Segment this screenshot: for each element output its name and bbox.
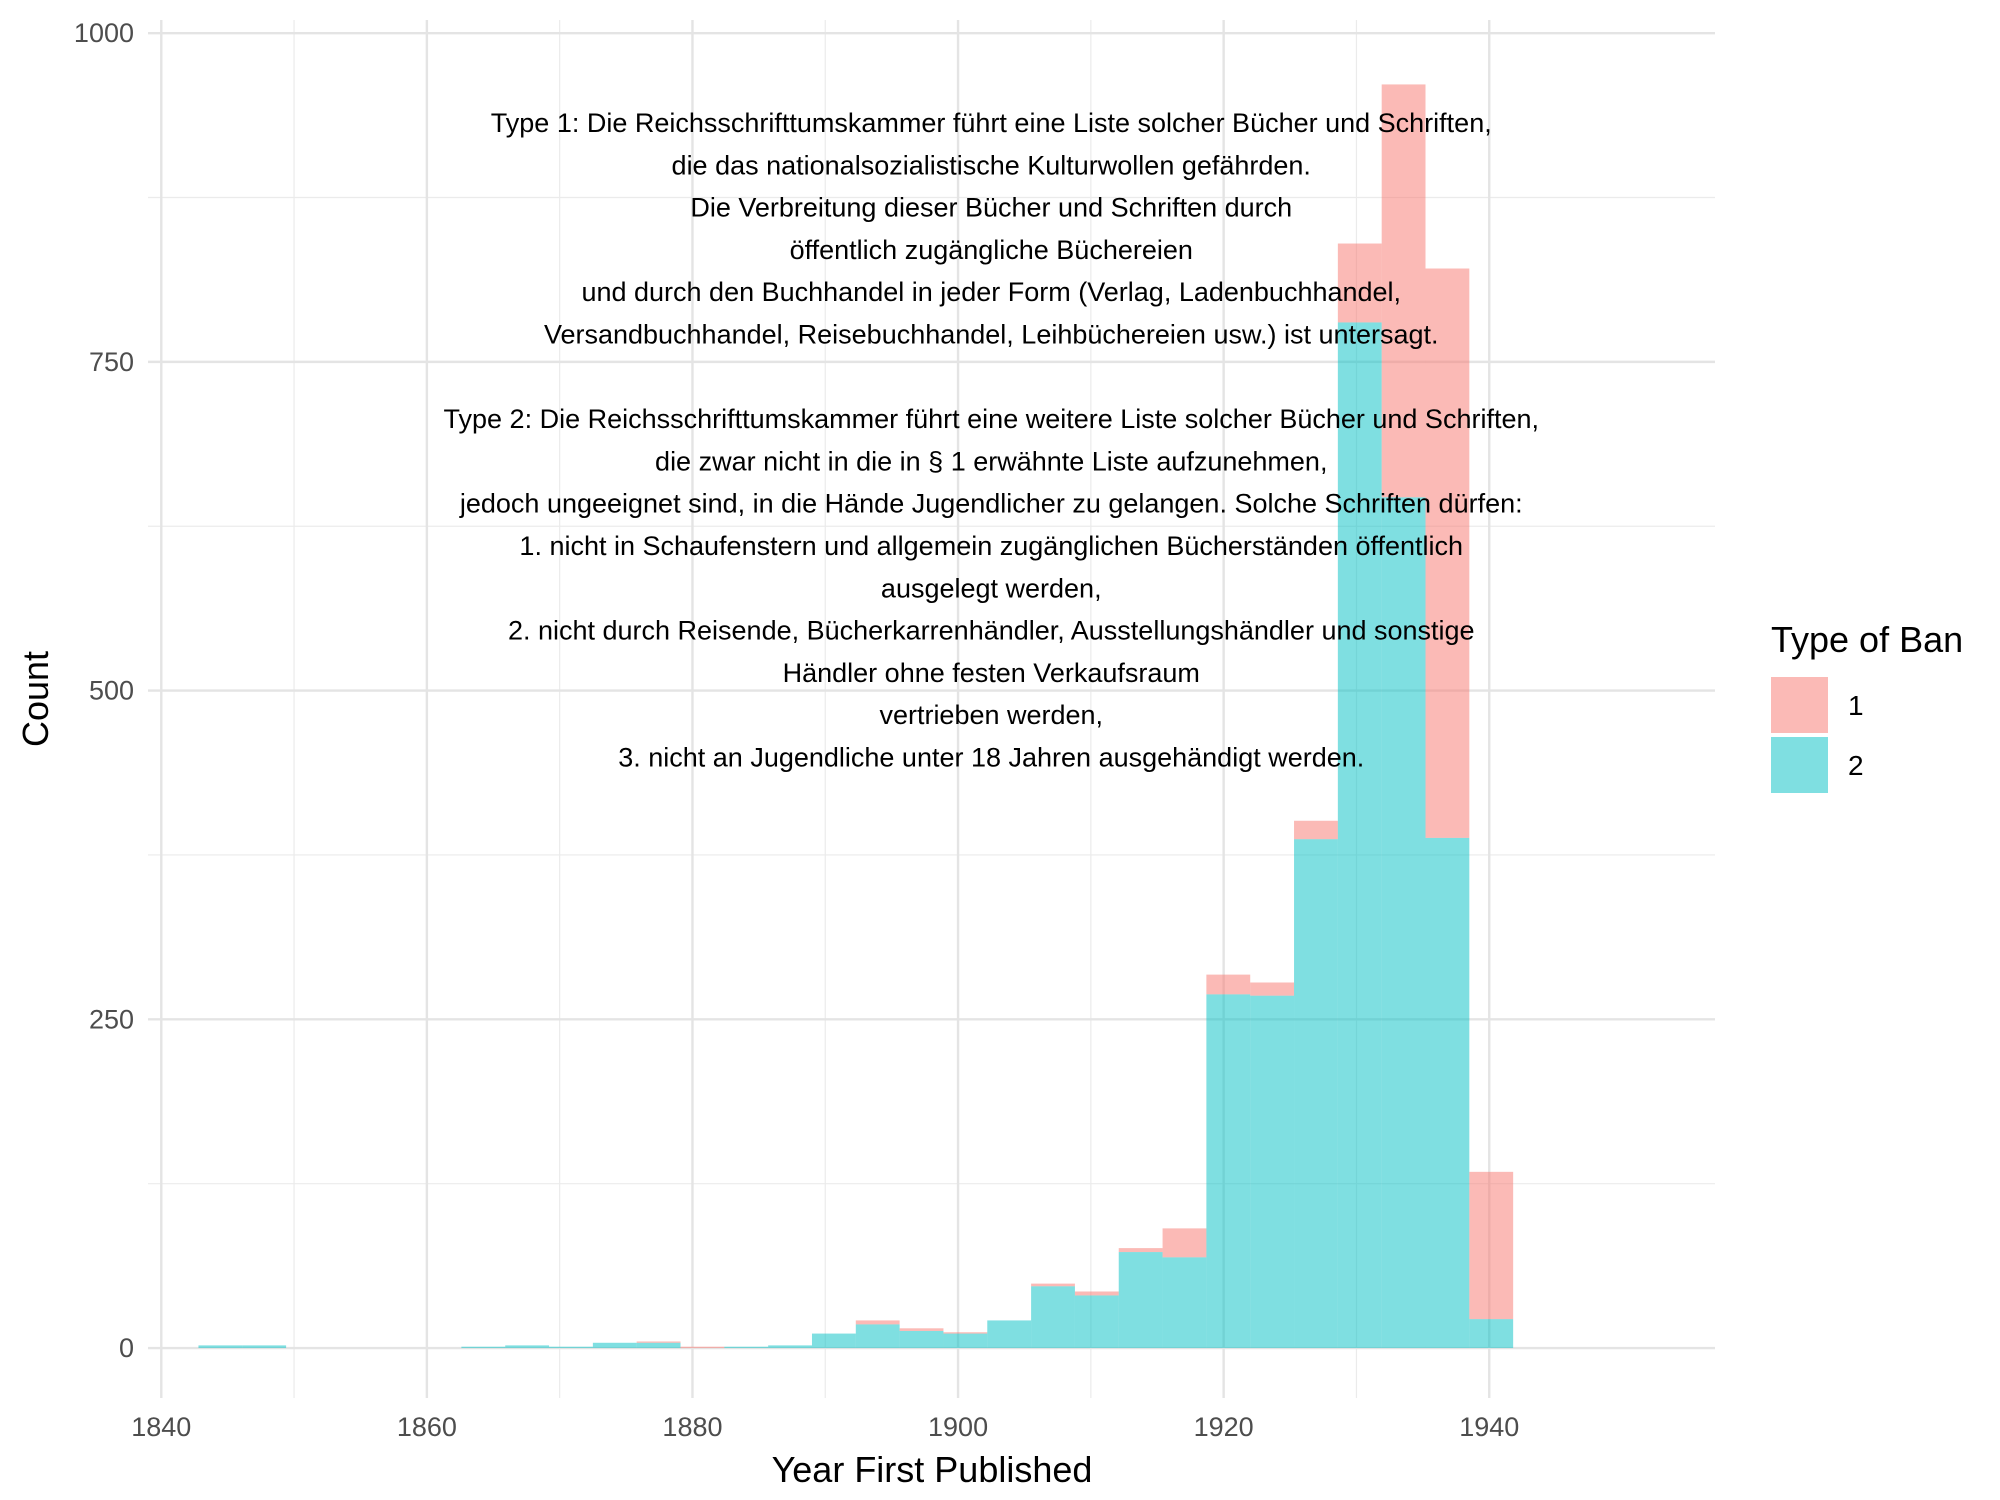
bar-type-2: [1294, 839, 1338, 1349]
annotation-line: Händler ohne festen Verkaufsraum: [783, 658, 1200, 688]
annotation-line: Type 1: Die Reichsschrifttumskammer führ…: [491, 108, 1492, 138]
x-tick-label: 1840: [131, 1412, 191, 1442]
x-tick-label: 1940: [1459, 1412, 1519, 1442]
annotation-line: Versandbuchhandel, Reisebuchhandel, Leih…: [544, 319, 1439, 349]
annotation-line: ausgelegt werden,: [881, 573, 1102, 603]
legend-swatch-2: [1771, 737, 1828, 793]
ban-annotation-text: Type 1: Die Reichsschrifttumskammer führ…: [444, 108, 1539, 773]
bar-type-1: [1294, 820, 1338, 840]
bar-type-2: [1337, 322, 1382, 1349]
bar-type-1: [855, 1320, 900, 1325]
bar-type-2: [1031, 1286, 1075, 1349]
bar-type-1: [1337, 243, 1382, 323]
bar-type-2: [461, 1346, 506, 1349]
axis-ticks: 1840 1860 1880 1900 1920 1940 0 250 500 750 1000: [74, 18, 1519, 1442]
bar-type-2: [943, 1333, 988, 1349]
bar-type-2: [1162, 1257, 1207, 1349]
bar-type-1: [636, 1341, 681, 1343]
bar-type-2: [987, 1320, 1032, 1349]
bar-type-2: [592, 1342, 637, 1349]
annotation-line: 2. nicht durch Reisende, Bücherkarrenhän…: [508, 616, 1475, 646]
bar-type-2: [724, 1346, 769, 1349]
annotation-line: die zwar nicht in die in § 1 erwähnte Li…: [655, 446, 1327, 476]
y-tick-label: 500: [89, 676, 134, 706]
bar-type-1: [1206, 974, 1251, 995]
bar-type-2: [1469, 1319, 1514, 1349]
bar-type-1: [1162, 1228, 1207, 1258]
y-tick-label: 1000: [74, 18, 134, 48]
bar-type-1: [943, 1332, 988, 1334]
bar-type-2: [198, 1345, 243, 1349]
annotation-line: 3. nicht an Jugendliche unter 18 Jahren …: [618, 742, 1364, 772]
legend: Type of Ban 1 2: [1771, 619, 1963, 793]
bar-type-2: [549, 1346, 593, 1349]
legend-label-2: 2: [1848, 750, 1864, 781]
y-axis-title: Count: [15, 651, 56, 747]
annotation-line: die das nationalsozialistische Kulturwol…: [672, 150, 1311, 180]
x-tick-label: 1900: [928, 1412, 988, 1442]
bar-type-1: [1118, 1248, 1163, 1253]
x-tick-label: 1920: [1194, 1412, 1254, 1442]
x-tick-label: 1860: [397, 1412, 457, 1442]
bar-type-1: [1381, 84, 1426, 498]
annotation-line: Type 2: Die Reichsschrifttumskammer führ…: [444, 404, 1539, 434]
annotation-line: vertrieben werden,: [879, 700, 1103, 730]
bar-type-2: [768, 1345, 812, 1349]
annotation-line: 1. nicht in Schaufenstern und allgemein …: [519, 531, 1463, 561]
bar-type-2: [1425, 837, 1470, 1349]
bar-type-1: [899, 1328, 944, 1331]
y-tick-label: 0: [119, 1333, 134, 1363]
bar-type-1: [1425, 268, 1470, 838]
bar-type-2: [505, 1345, 550, 1349]
bar-type-2: [811, 1333, 856, 1349]
y-tick-label: 250: [89, 1004, 134, 1034]
x-axis-title: Year First Published: [772, 1449, 1093, 1490]
bar-type-2: [1250, 995, 1295, 1349]
bar-type-2: [899, 1330, 944, 1349]
legend-title: Type of Ban: [1771, 619, 1963, 660]
bar-type-2: [1206, 994, 1251, 1349]
bar-type-2: [1118, 1252, 1163, 1349]
y-tick-label: 750: [89, 347, 134, 377]
bar-type-2: [242, 1345, 287, 1349]
annotation-line: öffentlich zugängliche Büchereien: [790, 235, 1193, 265]
bar-type-1: [1250, 982, 1295, 996]
histogram-bars: [198, 84, 1514, 1349]
bar-type-2: [636, 1342, 681, 1349]
bar-type-1: [1074, 1291, 1119, 1296]
annotation-line: jedoch ungeeignet sind, in die Hände Jug…: [459, 489, 1523, 519]
legend-label-1: 1: [1848, 690, 1864, 721]
annotation-line: Die Verbreitung dieser Bücher und Schrif…: [690, 193, 1292, 223]
bar-type-1: [1031, 1283, 1075, 1287]
bar-type-2: [1074, 1295, 1119, 1349]
annotation-line: und durch den Buchhandel in jeder Form (…: [581, 277, 1401, 307]
x-tick-label: 1880: [662, 1412, 722, 1442]
bar-type-2: [855, 1324, 900, 1349]
bar-type-1: [1469, 1171, 1514, 1320]
bar-type-2: [1381, 497, 1426, 1349]
legend-swatch-1: [1771, 677, 1828, 733]
bar-type-1: [680, 1346, 725, 1349]
